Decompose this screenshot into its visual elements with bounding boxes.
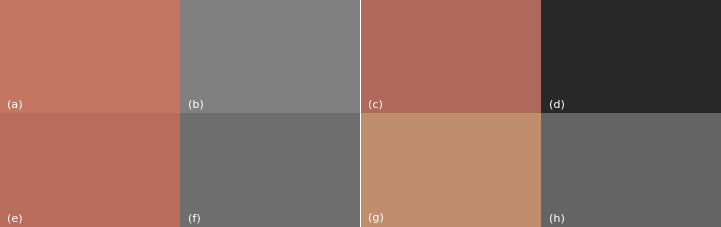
Text: (f): (f) bbox=[187, 212, 200, 222]
Text: (d): (d) bbox=[549, 99, 565, 109]
Text: (c): (c) bbox=[368, 99, 383, 109]
Text: (a): (a) bbox=[7, 99, 23, 109]
Text: (b): (b) bbox=[187, 99, 203, 109]
Text: (h): (h) bbox=[549, 212, 565, 222]
Text: (e): (e) bbox=[7, 212, 23, 222]
Text: (g): (g) bbox=[368, 212, 384, 222]
